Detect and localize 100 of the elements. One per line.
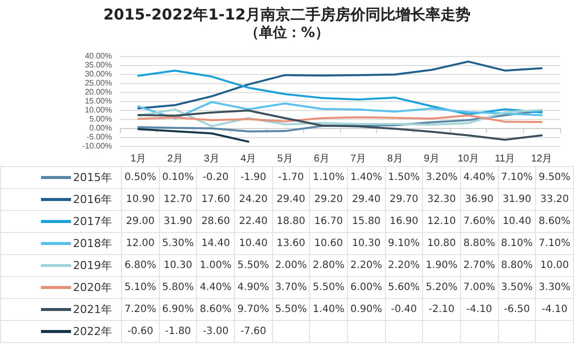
data-label: 5.50% xyxy=(234,254,272,276)
y-tick-label: 30.00% xyxy=(84,70,112,78)
x-tick-label: 10月 xyxy=(458,154,479,164)
data-label: 2.80% xyxy=(310,254,348,276)
line-series xyxy=(137,128,250,143)
data-label: 1.10% xyxy=(310,166,348,188)
data-label: 5.60% xyxy=(385,276,423,298)
data-label: 0.90% xyxy=(347,298,386,320)
data-label: 8.60% xyxy=(536,210,574,232)
data-label: 2.20% xyxy=(385,254,423,276)
data-label: 8.80% xyxy=(498,254,536,276)
line-series xyxy=(137,114,543,124)
data-label: -1.90 xyxy=(234,166,272,188)
chart-title: 2015-2022年1-12月南京二手房房价同比增长率走势 xyxy=(103,6,471,24)
x-tick-label: 6月 xyxy=(314,154,330,164)
data-label: 9.50% xyxy=(536,166,574,188)
data-label: 14.40 xyxy=(196,232,234,254)
data-label: 31.90 xyxy=(498,188,536,210)
y-tick-label: -5.00% xyxy=(86,132,112,142)
data-label: 6.80% xyxy=(122,254,160,276)
x-tick-label: 3月 xyxy=(204,154,220,164)
data-label: 4.40% xyxy=(460,166,498,188)
data-label: -2.10 xyxy=(422,298,460,320)
data-label: 31.90 xyxy=(159,210,197,232)
legend-label: 2016年 xyxy=(73,193,112,206)
data-label: 5.50% xyxy=(272,298,310,320)
x-tick-label: 1月 xyxy=(130,154,146,164)
data-label: -0.60 xyxy=(122,320,160,342)
legend-label: 2021年 xyxy=(73,303,112,316)
data-label: 28.60 xyxy=(196,210,234,232)
data-label: 3.20% xyxy=(422,166,460,188)
data-label: -0.40 xyxy=(385,298,423,320)
data-label: 29.00 xyxy=(122,210,160,232)
data-label: 7.20% xyxy=(122,298,160,320)
data-label: 7.60% xyxy=(460,210,498,232)
y-tick-label: 5.00% xyxy=(89,114,112,124)
data-label: -4.10 xyxy=(536,298,574,320)
data-label: 5.80% xyxy=(159,276,197,298)
data-label: 3.30% xyxy=(536,276,574,298)
data-label: 12.10 xyxy=(422,210,460,232)
data-label: 29.40 xyxy=(272,188,310,210)
data-label: 16.90 xyxy=(385,210,423,232)
data-label: 13.60 xyxy=(272,232,310,254)
x-tick-label: 5月 xyxy=(277,154,293,164)
data-label: 7.10% xyxy=(498,166,536,188)
data-label: 10.60 xyxy=(310,232,348,254)
data-label: 5.10% xyxy=(122,276,160,298)
data-label: 22.40 xyxy=(234,210,272,232)
data-label: 6.00% xyxy=(347,276,386,298)
y-tick-label: 20.00% xyxy=(84,88,112,96)
x-tick-label: 12月 xyxy=(531,154,552,164)
data-label: 7.10% xyxy=(536,232,574,254)
data-label: 2.70% xyxy=(460,254,498,276)
x-tick-label: 7月 xyxy=(350,154,366,164)
legend-label: 2018年 xyxy=(73,237,112,250)
data-label: -4.10 xyxy=(460,298,498,320)
legend-label: 2015年 xyxy=(73,171,112,184)
data-label: 2.20% xyxy=(347,254,386,276)
data-label: 0.50% xyxy=(122,166,160,188)
data-label: 36.90 xyxy=(460,188,498,210)
line-series xyxy=(137,60,543,110)
data-label: 33.20 xyxy=(536,188,574,210)
x-tick-label: 9月 xyxy=(424,154,440,164)
data-label: 10.30 xyxy=(159,254,197,276)
y-tick-label: 10.00% xyxy=(84,106,112,114)
x-tick-label: 4月 xyxy=(240,154,256,164)
data-label: 17.60 xyxy=(196,188,234,210)
line-series xyxy=(137,70,543,116)
data-label: 18.80 xyxy=(272,210,310,232)
line-series xyxy=(137,110,543,141)
data-label: 15.80 xyxy=(347,210,386,232)
data-label: 5.20% xyxy=(422,276,460,298)
data-label: 6.90% xyxy=(159,298,197,320)
x-tick-label: 2月 xyxy=(167,154,183,164)
data-label: -6.50 xyxy=(498,298,536,320)
data-label: 4.90% xyxy=(234,276,272,298)
x-tick-label: 8月 xyxy=(387,154,403,164)
y-tick-label: 40.00% xyxy=(84,52,112,60)
line-series xyxy=(137,110,543,132)
data-label: 1.50% xyxy=(385,166,423,188)
line-series xyxy=(137,108,543,128)
y-tick-label: 25.00% xyxy=(84,78,112,88)
data-label: 8.80% xyxy=(460,232,498,254)
data-label: 1.00% xyxy=(196,254,234,276)
data-label: 29.20 xyxy=(310,188,348,210)
data-label: 2.00% xyxy=(272,254,310,276)
data-label: 10.40 xyxy=(234,232,272,254)
data-label: 29.70 xyxy=(385,188,423,210)
data-label: 10.80 xyxy=(422,232,460,254)
y-tick-label: 35.00% xyxy=(84,60,112,70)
data-label: 16.70 xyxy=(310,210,348,232)
data-label: 1.40% xyxy=(310,298,348,320)
data-label: 8.60% xyxy=(196,298,234,320)
data-label: 8.10% xyxy=(498,232,536,254)
data-label: 7.00% xyxy=(460,276,498,298)
line-series xyxy=(137,101,543,120)
data-label: 32.30 xyxy=(422,188,460,210)
data-label: 9.70% xyxy=(234,298,272,320)
data-label: 1.40% xyxy=(347,166,386,188)
x-tick-label: 11月 xyxy=(494,154,516,164)
